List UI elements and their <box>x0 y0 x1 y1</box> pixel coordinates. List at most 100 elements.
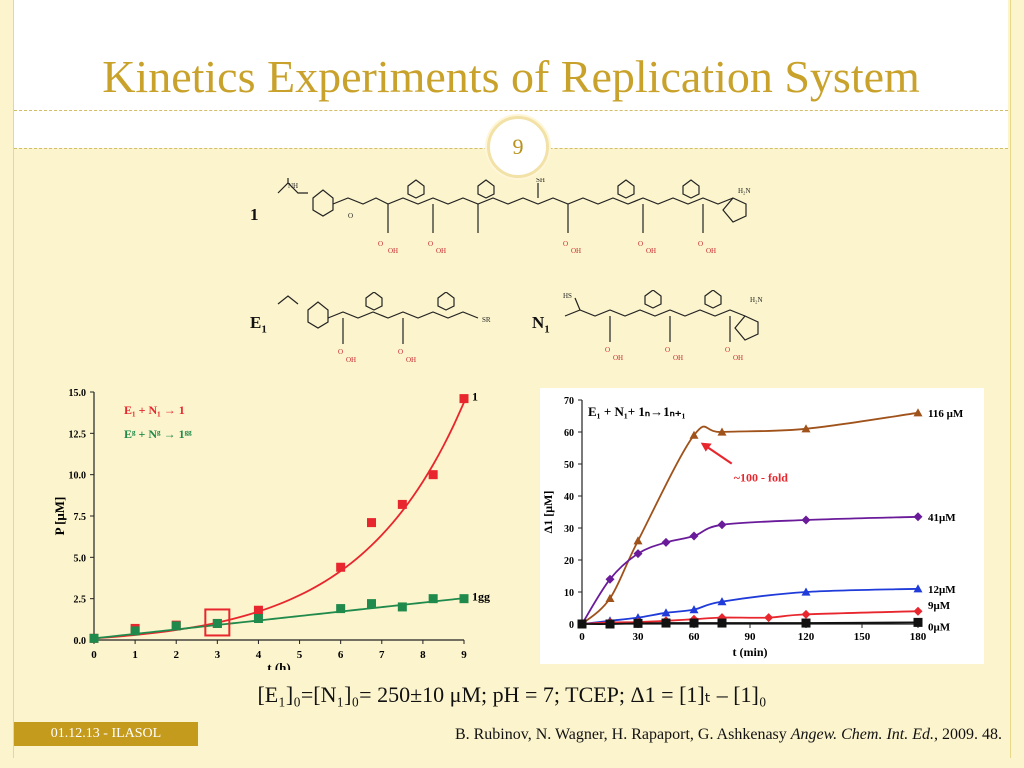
svg-text:NH: NH <box>288 182 298 190</box>
data-point <box>253 614 263 624</box>
data-point <box>689 531 699 541</box>
x-tick-label: 6 <box>338 649 344 661</box>
x-tick-label: 9 <box>461 649 467 661</box>
citation: B. Rubinov, N. Wagner, H. Rapaport, G. A… <box>455 726 1002 744</box>
series-label: 1 <box>472 390 478 404</box>
data-point <box>717 618 727 628</box>
data-point <box>253 605 263 615</box>
svg-text:OH: OH <box>706 247 716 255</box>
svg-text:OH: OH <box>571 247 581 255</box>
x-tick-label: 4 <box>256 649 262 661</box>
data-point <box>801 587 811 596</box>
data-point <box>913 584 923 593</box>
chart-right-svg: 0 30 60 90 120 150 180 0 10 20 30 40 50 60 70 t (min) Δ1… <box>541 396 964 659</box>
data-point <box>689 618 699 628</box>
data-point <box>661 537 671 547</box>
data-point <box>717 427 727 436</box>
data-point <box>633 536 643 545</box>
x-tick-label: 8 <box>420 649 426 661</box>
molecule-n1-structure: HS OOH OOH OOH H₂N <box>563 290 763 362</box>
page-title: Kinetics Experiments of Replication Syst… <box>102 51 920 102</box>
y-tick-label: 2.5 <box>74 595 87 606</box>
citation-journal: Angew. Chem. Int. Ed., <box>790 726 938 743</box>
data-point <box>633 549 643 559</box>
data-point <box>913 617 923 627</box>
data-point <box>913 408 923 417</box>
data-point <box>661 608 671 617</box>
data-point <box>913 606 923 616</box>
annotation-text: ~100 - fold <box>734 471 789 485</box>
molecule-e1-structure: OOH OOH SR <box>277 292 491 364</box>
series-line-1 <box>581 515 919 625</box>
data-point <box>801 609 811 619</box>
x-tick-label: 90 <box>745 631 757 643</box>
y-tick-label: 50 <box>564 460 574 471</box>
data-point <box>689 605 699 614</box>
svg-text:O: O <box>378 240 383 248</box>
y-tick-label: 12.5 <box>69 429 87 440</box>
data-point <box>577 619 587 629</box>
x-tick-label: 180 <box>910 631 927 643</box>
legend-entry-1: E₁ + N₁ → 1 <box>124 403 185 417</box>
y-tick-label: 40 <box>564 492 574 503</box>
series-label: 9μM <box>928 600 951 612</box>
chart-right-panel: 0 30 60 90 120 150 180 0 10 20 30 40 50 60 70 t (min) Δ1… <box>540 388 984 664</box>
svg-text:SR: SR <box>482 316 491 324</box>
y-tick-label: 60 <box>564 428 574 439</box>
data-point <box>605 619 615 629</box>
svg-text:H₂N: H₂N <box>738 187 751 195</box>
data-point <box>717 597 727 606</box>
chart-left-panel: 0 1 2 3 4 5 6 7 8 9 0.0 2.5 5.0 7.5 10.0 12.5 15.0 t (h) P… <box>52 378 516 675</box>
x-tick-label: 30 <box>633 631 645 643</box>
svg-text:OH: OH <box>346 356 356 364</box>
header-divider <box>14 110 1008 111</box>
molecule-n1-label: N1 <box>532 313 550 336</box>
y-tick-label: 10.0 <box>69 471 87 482</box>
svg-text:OH: OH <box>733 354 743 362</box>
svg-text:OH: OH <box>613 354 623 362</box>
data-point <box>428 470 438 480</box>
data-point <box>913 512 923 522</box>
y-tick-label: 30 <box>564 524 574 535</box>
svg-text:OH: OH <box>673 354 683 362</box>
svg-text:O: O <box>725 346 730 354</box>
data-point <box>459 394 469 404</box>
data-point <box>171 621 181 631</box>
x-tick-label: 3 <box>215 649 221 661</box>
legend-entry-2: Eᵍ + Nᵍ → 1ᵍᵍ <box>124 427 192 441</box>
svg-text:O: O <box>698 240 703 248</box>
y-tick-label: 7.5 <box>74 512 87 523</box>
data-point <box>397 602 407 612</box>
data-point <box>801 618 811 628</box>
svg-text:OH: OH <box>646 247 656 255</box>
series-label: 1gg <box>472 590 490 604</box>
series-label: 116 μM <box>928 408 964 420</box>
svg-text:OH: OH <box>406 356 416 364</box>
data-point <box>633 618 643 628</box>
svg-text:O: O <box>665 346 670 354</box>
x-tick-label: 60 <box>689 631 701 643</box>
x-tick-label: 120 <box>798 631 815 643</box>
series-label: 41μM <box>928 512 956 524</box>
series-curve-0 <box>93 401 465 640</box>
svg-text:O: O <box>638 240 643 248</box>
series-label: 0μM <box>928 621 951 633</box>
data-point <box>367 599 376 609</box>
series-line-2 <box>581 587 919 625</box>
svg-text:O: O <box>398 348 403 356</box>
svg-text:O: O <box>563 240 568 248</box>
y-tick-label: 0 <box>569 620 574 631</box>
data-point <box>717 520 727 530</box>
data-point <box>801 424 811 433</box>
x-tick-label: 2 <box>173 649 179 661</box>
data-point <box>336 604 346 614</box>
svg-text:HS: HS <box>563 292 572 300</box>
data-point <box>336 562 346 572</box>
svg-text:SH: SH <box>536 178 545 184</box>
y-axis-label: Δ1 [μM] <box>541 491 555 534</box>
molecule-1-label: 1 <box>250 205 259 224</box>
page-number: 9 <box>512 134 524 159</box>
y-tick-label: 5.0 <box>74 553 87 564</box>
highlight-box <box>204 608 231 637</box>
